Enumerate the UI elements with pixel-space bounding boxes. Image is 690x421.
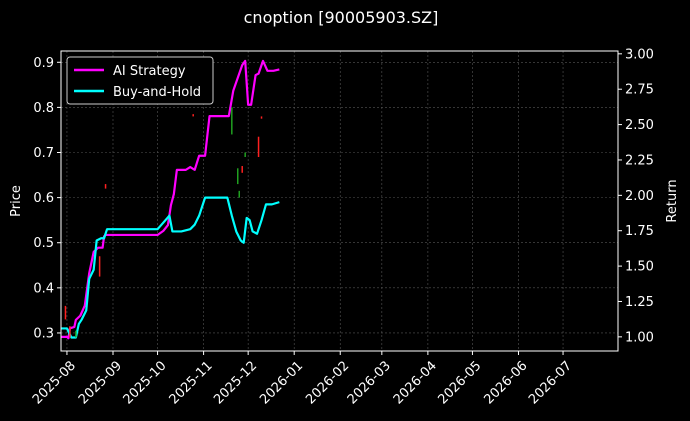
x-tick-label: 2026-01 [257,358,306,407]
y-right-tick-label: 2.00 [625,189,654,204]
y-axis-left: 0.3 0.4 0.5 0.6 0.7 0.8 0.9 [33,56,61,341]
legend-label: Buy-and-Hold [113,85,201,100]
x-tick-label: 2026-05 [435,358,484,407]
y-right-tick-label: 2.50 [625,118,654,133]
x-tick-label: 2026-06 [482,358,531,407]
y-left-tick-label: 0.4 [33,281,54,296]
x-tick-label: 2025-10 [121,358,170,407]
y-right-tick-label: 3.00 [625,47,654,62]
y-right-tick-label: 2.25 [625,153,654,168]
y-right-tick-label: 1.75 [625,224,654,239]
y-right-tick-label: 1.25 [625,295,654,310]
y-axis-left-label: Price [9,185,24,217]
y-left-tick-label: 0.3 [33,326,54,341]
y-right-tick-label: 1.00 [625,330,654,345]
series-line-ai-strategy [61,59,280,340]
y-right-tick-label: 1.50 [625,260,654,275]
y-left-tick-label: 0.8 [33,101,54,116]
x-axis: 2025-082025-092025-102025-112025-122026-… [30,351,575,407]
y-left-tick-label: 0.5 [33,236,54,251]
legend-label: AI Strategy [113,64,186,79]
plot-frame [60,50,619,352]
y-axis-right-label: Return [665,179,680,222]
chart-title: cnoption [90005903.SZ] [244,8,439,27]
y-left-tick-label: 0.6 [33,191,54,206]
x-tick-label: 2026-04 [391,358,440,407]
y-left-tick-label: 0.9 [33,56,54,71]
y-axis-right: 1.00 1.25 1.50 1.75 2.00 2.25 2.50 2.75 3.00 [618,47,654,345]
y-right-tick-label: 2.75 [625,83,654,98]
x-tick-label: 2026-07 [526,358,575,407]
x-tick-label: 2025-11 [167,358,216,407]
series-line-buy-and-hold [61,196,280,339]
x-tick-label: 2026-02 [303,358,352,407]
x-tick-label: 2025-08 [30,358,79,407]
y-left-tick-label: 0.7 [33,146,54,161]
x-tick-label: 2026-03 [345,358,394,407]
series-layer [61,59,280,340]
x-tick-label: 2025-12 [211,358,260,407]
legend: AI Strategy Buy-and-Hold [66,56,214,105]
grid [61,51,618,351]
x-tick-label: 2025-09 [76,358,125,407]
